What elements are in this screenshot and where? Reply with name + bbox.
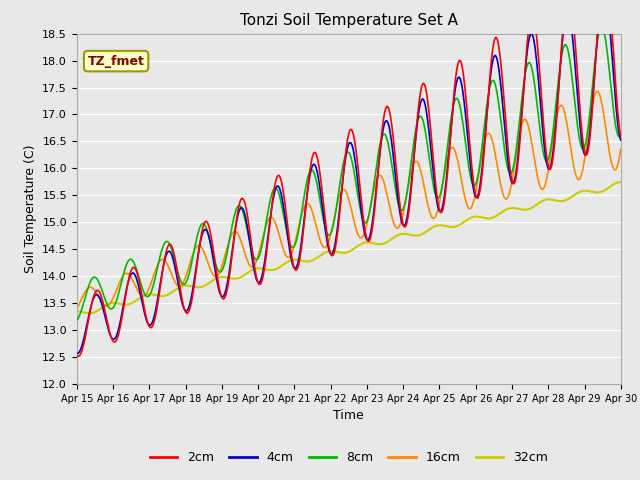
16cm: [415, 162, 422, 168]
4cm: [416, 104, 424, 110]
2cm: [223, 286, 231, 291]
32cm: [223, 275, 231, 280]
4cm: [74, 350, 81, 356]
2cm: [140, 300, 147, 306]
2cm: [617, 134, 625, 140]
2cm: [84, 323, 92, 329]
Line: 32cm: 32cm: [77, 182, 621, 313]
2cm: [73, 353, 81, 359]
Line: 4cm: 4cm: [77, 0, 621, 353]
8cm: [617, 132, 625, 138]
2cm: [416, 96, 424, 101]
8cm: [83, 289, 90, 295]
32cm: [416, 232, 424, 238]
Line: 2cm: 2cm: [77, 0, 621, 357]
4cm: [84, 320, 92, 325]
4cm: [140, 305, 147, 311]
32cm: [195, 285, 202, 290]
16cm: [194, 243, 202, 249]
4cm: [431, 189, 439, 195]
32cm: [431, 223, 439, 229]
32cm: [140, 293, 147, 299]
16cm: [617, 146, 625, 152]
2cm: [195, 250, 202, 255]
8cm: [431, 189, 438, 194]
2cm: [74, 354, 82, 360]
Legend: 2cm, 4cm, 8cm, 16cm, 32cm: 2cm, 4cm, 8cm, 16cm, 32cm: [145, 446, 553, 469]
16cm: [593, 88, 601, 94]
32cm: [86, 311, 93, 316]
Text: TZ_fmet: TZ_fmet: [88, 55, 145, 68]
16cm: [223, 247, 230, 252]
8cm: [223, 252, 230, 258]
4cm: [73, 350, 81, 356]
X-axis label: Time: Time: [333, 409, 364, 422]
8cm: [139, 287, 147, 292]
Y-axis label: Soil Temperature (C): Soil Temperature (C): [24, 144, 36, 273]
Line: 8cm: 8cm: [77, 27, 621, 320]
16cm: [431, 215, 438, 221]
16cm: [73, 306, 81, 312]
8cm: [73, 317, 81, 323]
4cm: [617, 137, 625, 143]
16cm: [83, 287, 90, 293]
Line: 16cm: 16cm: [77, 91, 621, 309]
16cm: [139, 293, 147, 299]
4cm: [223, 280, 231, 286]
4cm: [195, 249, 202, 254]
8cm: [598, 24, 605, 30]
8cm: [194, 231, 202, 237]
32cm: [73, 309, 81, 314]
2cm: [431, 179, 439, 185]
8cm: [415, 115, 422, 120]
Title: Tonzi Soil Temperature Set A: Tonzi Soil Temperature Set A: [240, 13, 458, 28]
32cm: [83, 310, 90, 316]
32cm: [617, 179, 625, 185]
